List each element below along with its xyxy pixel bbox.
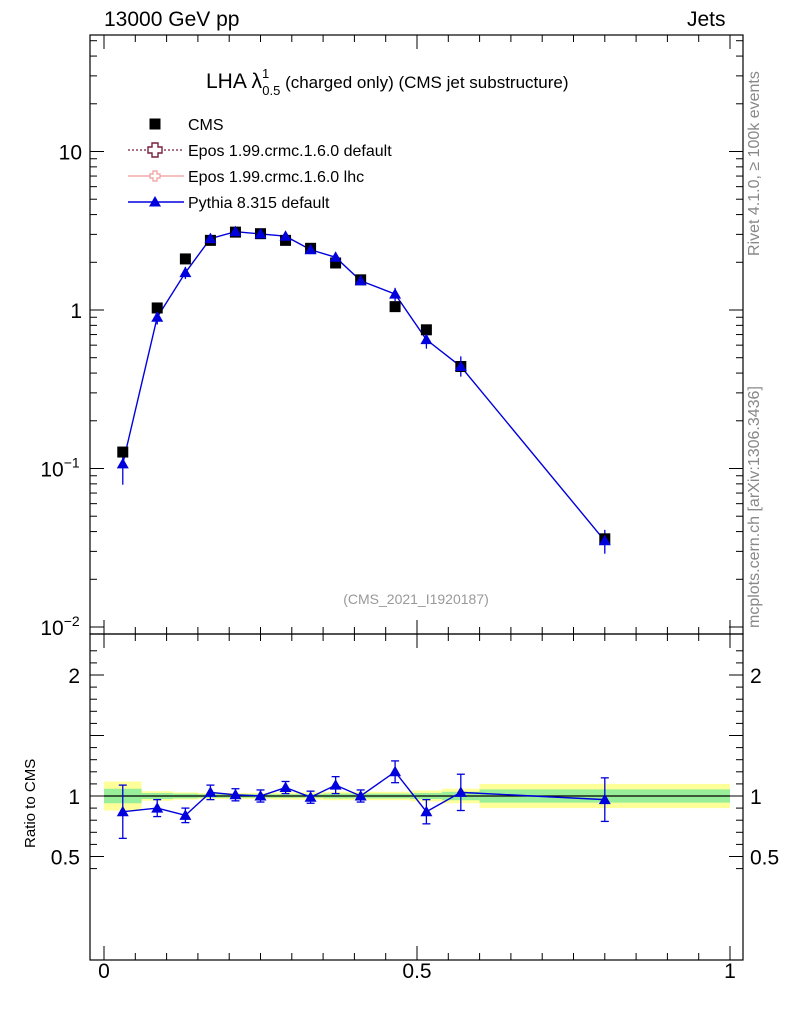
pythia-point bbox=[229, 225, 242, 237]
pythia-point bbox=[151, 311, 164, 322]
ratio-pythia-point bbox=[229, 788, 242, 800]
x-tick-label: 0 bbox=[98, 960, 110, 983]
ratio-pythia-point bbox=[454, 786, 467, 797]
ratio-pythia-point bbox=[304, 791, 317, 802]
rivet-label: Rivet 4.1.0, ≥ 100k events bbox=[746, 71, 763, 256]
pythia-point bbox=[389, 288, 402, 299]
ratio-pythia-point bbox=[354, 790, 367, 801]
header-energy: 13000 GeV pp bbox=[104, 8, 240, 31]
ratio-y-tick-label: 0.5 bbox=[51, 847, 80, 870]
pythia-point bbox=[598, 534, 611, 546]
ratio-y-tick-label-right: 0.5 bbox=[750, 847, 779, 870]
ratio-pythia-point bbox=[329, 779, 342, 790]
legend-marker-epos-default bbox=[147, 142, 163, 158]
analysis-label: (CMS_2021_I1920187) bbox=[343, 591, 489, 607]
ratio-panel: 0 0.5 1 2 2 1 1 0.5 0.5 bbox=[51, 633, 779, 983]
mcplots-label: mcplots.cern.ch [arXiv:1306.3436] bbox=[746, 386, 763, 628]
legend-label: Pythia 8.315 default bbox=[188, 195, 330, 212]
pythia-point bbox=[420, 333, 433, 345]
ratio-y-tick-label-right: 2 bbox=[750, 665, 762, 688]
x-tick-label: 1 bbox=[724, 960, 736, 983]
cms-point bbox=[330, 257, 342, 269]
y-tick-label: 10 bbox=[59, 142, 82, 165]
legend-marker-epos-lhc bbox=[149, 170, 161, 182]
y-tick-label: 1 bbox=[70, 300, 82, 323]
legend-label: Epos 1.99.crmc.1.6.0 default bbox=[188, 143, 392, 160]
ratio-pythia-point bbox=[151, 802, 164, 813]
pythia-point bbox=[204, 232, 217, 244]
ratio-pythia-point bbox=[420, 805, 433, 817]
pythia-point bbox=[454, 360, 467, 372]
ratio-y-tick-label: 1 bbox=[68, 786, 80, 809]
x-tick-label: 0.5 bbox=[402, 960, 431, 983]
legend-label: Epos 1.99.crmc.1.6.0 lhc bbox=[188, 169, 364, 186]
ratio-y-tick-label: 2 bbox=[68, 665, 80, 688]
ratio-ylabel: Ratio to CMS bbox=[22, 758, 39, 848]
y-tick-label: 10−1 bbox=[40, 455, 80, 482]
header-jets: Jets bbox=[687, 8, 726, 31]
legend-marker-pythia bbox=[149, 196, 161, 207]
pythia-point bbox=[254, 227, 267, 239]
ratio-pythia-point bbox=[204, 786, 217, 797]
ratio-pythia-point bbox=[254, 790, 267, 801]
cms-point bbox=[117, 446, 129, 458]
legend: CMS Epos 1.99.crmc.1.6.0 default Epos 1.99… bbox=[128, 117, 392, 212]
pythia-point bbox=[329, 251, 342, 262]
cms-point bbox=[389, 301, 401, 313]
pythia-point bbox=[304, 243, 317, 255]
cms-point bbox=[179, 253, 191, 265]
legend-marker-cms bbox=[149, 118, 161, 130]
ratio-pythia-point bbox=[116, 805, 129, 817]
pythia-point bbox=[116, 457, 129, 469]
chart-title: LHA λ1 0.5 (charged only) (CMS jet substr… bbox=[206, 66, 569, 98]
pythia-point bbox=[354, 274, 367, 286]
ratio-pythia-point bbox=[179, 809, 192, 820]
cms-point bbox=[420, 324, 432, 336]
ratio-y-tick-label-right: 1 bbox=[750, 786, 762, 809]
ratio-pythia-point bbox=[598, 793, 611, 805]
ratio-pythia-point bbox=[279, 781, 292, 793]
pythia-point bbox=[279, 230, 292, 241]
cms-point bbox=[151, 302, 163, 314]
legend-label: CMS bbox=[188, 117, 224, 134]
ratio-pythia-point bbox=[389, 765, 402, 777]
ratio-pythia-line bbox=[122, 770, 605, 817]
y-tick-label: 10−2 bbox=[40, 613, 80, 640]
pythia-point bbox=[179, 266, 192, 278]
main-panel: 10 1 10−1 10−2 (CMS_2021_I1920187) bbox=[40, 34, 744, 640]
chart-title-text: LHA λ1 0.5 (charged only) (CMS jet substr… bbox=[206, 66, 569, 98]
